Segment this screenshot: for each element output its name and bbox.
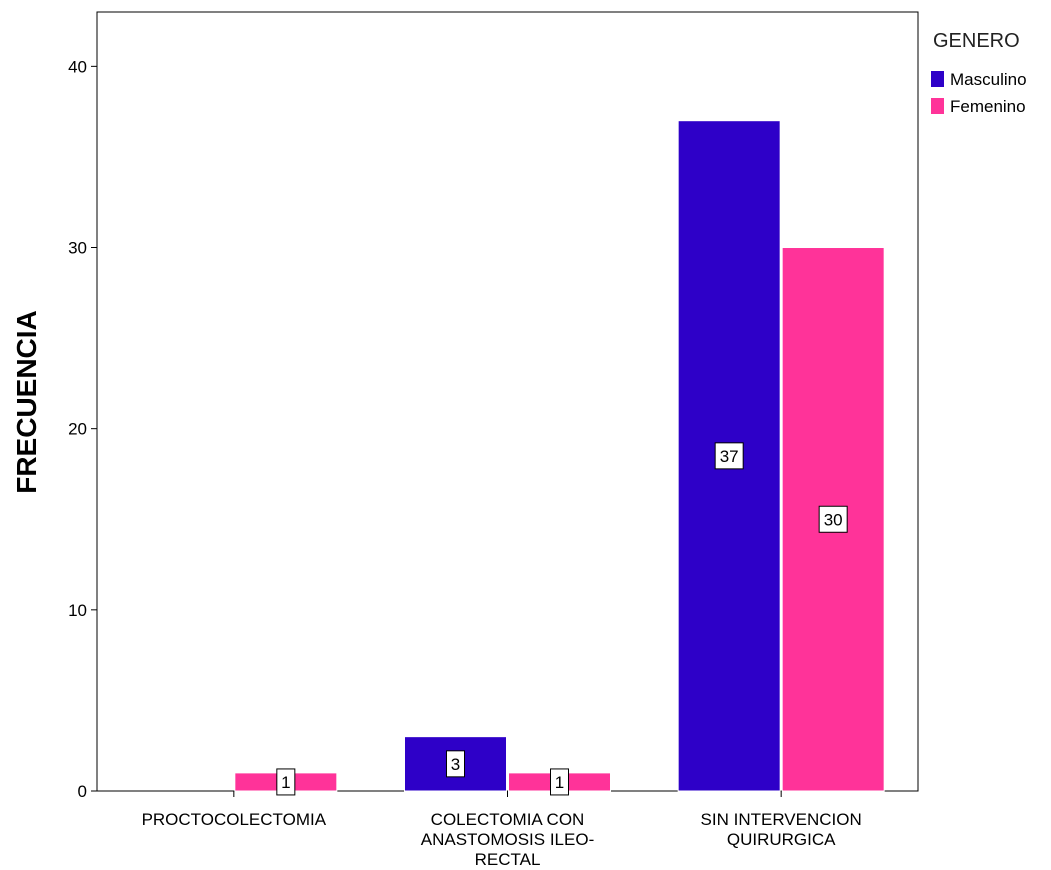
x-tick-label: PROCTOCOLECTOMIA <box>142 810 327 829</box>
data-label-box <box>818 505 848 533</box>
x-axis: PROCTOCOLECTOMIA COLECTOMIA CON ANASTOMOSI… <box>142 791 862 869</box>
data-label-text: 37 <box>720 447 739 466</box>
data-label-text: 30 <box>824 510 843 529</box>
legend-title: GENERO <box>933 30 1020 52</box>
data-label-box <box>550 768 569 796</box>
legend-label-masculino: Masculino <box>950 70 1027 89</box>
data-label-femenino-2: 1 <box>550 768 569 796</box>
legend-swatch-masculino <box>931 71 944 87</box>
y-tick-label: 0 <box>78 782 87 801</box>
data-label-text: 1 <box>555 773 564 792</box>
legend-swatch-femenino <box>931 98 944 114</box>
y-tick-label: 40 <box>68 57 87 76</box>
data-label-femenino-3: 30 <box>818 505 848 533</box>
data-label-box <box>276 768 296 796</box>
data-label-masculino-2: 3 <box>446 750 465 778</box>
y-tick-label: 30 <box>68 239 87 258</box>
x-tick-label: SIN INTERVENCION QUIRURGICA <box>701 810 862 849</box>
data-label-masculino-3: 37 <box>714 442 744 470</box>
y-tick-label: 10 <box>68 601 87 620</box>
data-label-text: 3 <box>451 755 460 774</box>
data-label-femenino-1: 1 <box>276 768 296 796</box>
data-label-box <box>446 750 465 778</box>
y-axis-label: FRECUENCIA <box>11 310 42 494</box>
y-tick-label: 20 <box>68 420 87 439</box>
bars <box>234 120 885 792</box>
legend: GENERO Masculino Femenino <box>931 30 1027 116</box>
data-labels: 1 3 1 37 30 <box>276 442 848 796</box>
data-label-text: 1 <box>281 773 290 792</box>
x-tick-label: COLECTOMIA CON ANASTOMOSIS ILEO-RECTAL <box>421 810 595 869</box>
y-axis: 0 10 20 30 40 <box>68 57 97 801</box>
legend-label-femenino: Femenino <box>950 97 1026 116</box>
data-label-box <box>714 442 744 470</box>
